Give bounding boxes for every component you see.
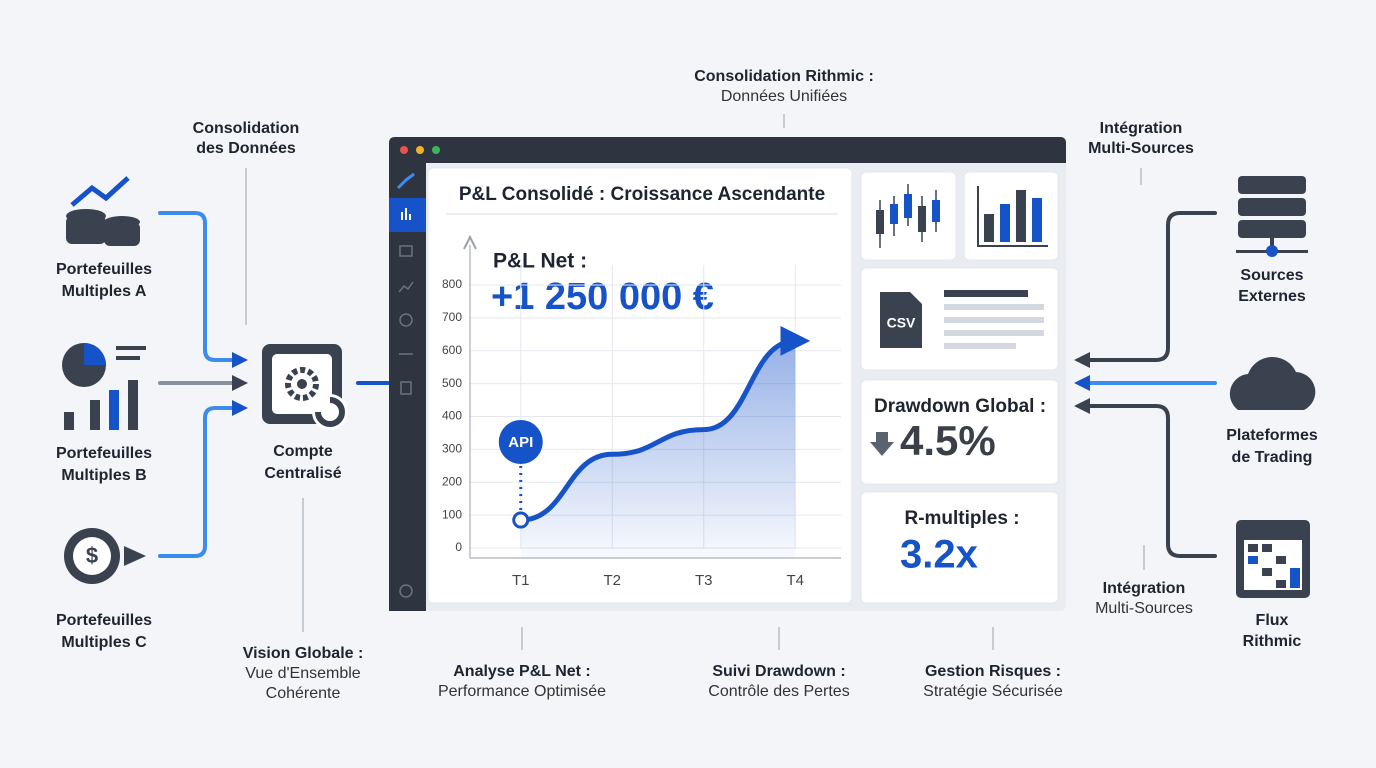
y-axis-arrow xyxy=(463,234,477,250)
line xyxy=(520,325,811,523)
icons-right xyxy=(1229,176,1316,598)
icons-left: $ xyxy=(62,176,348,584)
label: Multi-Sources xyxy=(1088,140,1194,157)
label: Centralisé xyxy=(264,465,341,482)
y-tick-label: 800 xyxy=(442,277,462,291)
label: Multiples B xyxy=(61,467,146,484)
y-tick-label: 700 xyxy=(442,310,462,324)
label: Multi-Sources xyxy=(1095,600,1193,617)
api-badge xyxy=(498,420,543,464)
chart-title: P&L Consolidé : Croissance Ascendante xyxy=(459,184,825,205)
y-tick-label: 0 xyxy=(455,540,462,554)
label: Plateformes xyxy=(1226,427,1318,444)
label: Cohérente xyxy=(266,685,341,702)
label: de Trading xyxy=(1232,449,1313,466)
label: Portefeuilles xyxy=(56,445,152,462)
y-tick-label: 500 xyxy=(442,376,462,390)
label: Analyse P&L Net : xyxy=(453,663,591,680)
connectors xyxy=(158,114,1217,650)
label: Gestion Risques : xyxy=(925,663,1061,680)
label: Portefeuilles xyxy=(56,261,152,278)
csv-label: CSV xyxy=(887,315,916,331)
plot: 0 100 200 300 400 500 600 700 800 T1 T2 T3 T4 API xyxy=(442,234,841,589)
label: Flux xyxy=(1256,612,1289,629)
label: Intégration xyxy=(1103,580,1186,597)
label: Suivi Drawdown : xyxy=(712,663,845,680)
x-tick-label: T4 xyxy=(786,572,804,589)
x-tick-label: T2 xyxy=(603,572,621,589)
label: Compte xyxy=(273,443,333,460)
label: Multiples C xyxy=(61,634,147,651)
label: Portefeuilles xyxy=(56,612,152,629)
label: Externes xyxy=(1238,288,1306,305)
y-tick-label: 400 xyxy=(442,409,462,423)
label: Sources xyxy=(1240,267,1303,284)
r-multiples-value: 3.2x xyxy=(900,533,978,577)
label: Consolidation xyxy=(193,120,300,137)
dashboard-window xyxy=(389,137,1066,611)
label: Vision Globale : xyxy=(243,645,364,662)
label: Multiples A xyxy=(62,283,147,300)
label: des Données xyxy=(196,140,296,157)
y-tick-label: 600 xyxy=(442,343,462,357)
widgets: CSV Drawdown Global : 4.5% R-multiples :… xyxy=(874,315,1046,577)
label: Intégration xyxy=(1100,120,1183,137)
area xyxy=(520,340,796,558)
chart-annotation: P&L Net : xyxy=(493,250,587,273)
y-tick-label: 300 xyxy=(442,442,462,456)
chart-annotation: +1 250 000 € xyxy=(491,276,714,318)
label: Stratégie Sécurisée xyxy=(923,683,1063,700)
drawdown-value: 4.5% xyxy=(900,417,996,464)
api-label: API xyxy=(508,434,533,451)
x-tick-label: T3 xyxy=(695,572,713,589)
label: Vue d'Ensemble xyxy=(245,665,361,682)
r-multiples-title: R-multiples : xyxy=(904,508,1019,529)
x-tick-label: T1 xyxy=(512,572,530,589)
svg-text:$: $ xyxy=(86,543,98,568)
label: Données Unifiées xyxy=(721,88,847,105)
label: Performance Optimisée xyxy=(438,683,606,700)
label: Consolidation Rithmic : xyxy=(694,68,874,85)
drawdown-title: Drawdown Global : xyxy=(874,396,1046,417)
y-tick-label: 100 xyxy=(442,507,462,521)
label: Contrôle des Pertes xyxy=(708,683,849,700)
api-point xyxy=(512,511,530,529)
labels: Consolidation Rithmic : Données Unifiées… xyxy=(56,68,1318,702)
label: Rithmic xyxy=(1243,633,1302,650)
y-tick-label: 200 xyxy=(442,474,462,488)
